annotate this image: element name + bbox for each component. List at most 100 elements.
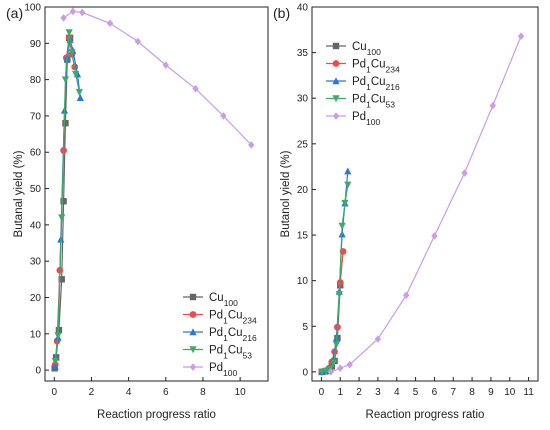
data-point xyxy=(72,70,80,78)
legend-marker xyxy=(189,293,197,301)
y-tick-label: 80 xyxy=(30,75,42,86)
data-point xyxy=(431,232,438,240)
legend-marker xyxy=(189,346,197,354)
x-tick-label: 8 xyxy=(469,387,475,398)
data-point xyxy=(327,368,335,376)
legend-marker xyxy=(189,311,197,318)
legend-marker xyxy=(332,112,340,120)
x-tick-label: 8 xyxy=(200,387,206,398)
data-point xyxy=(75,89,83,97)
legend-label: Pd1Cu53 xyxy=(352,94,395,110)
legend-label: Pd1Cu234 xyxy=(209,310,257,326)
legend-marker xyxy=(332,42,340,50)
legend-marker xyxy=(332,95,340,103)
data-point xyxy=(134,37,142,46)
data-point xyxy=(106,19,114,28)
data-point xyxy=(517,32,525,40)
series-line xyxy=(54,32,80,362)
x-tick-label: 3 xyxy=(375,387,381,398)
data-point xyxy=(330,359,338,367)
series-line xyxy=(63,10,252,146)
plot-frame xyxy=(44,6,269,382)
legend-label: Pd100 xyxy=(209,362,238,378)
data-point xyxy=(318,368,326,376)
data-point xyxy=(337,364,344,373)
data-point xyxy=(332,341,341,349)
data-point xyxy=(192,84,199,93)
data-point xyxy=(344,167,352,175)
y-tick-label: 90 xyxy=(30,39,42,50)
data-point xyxy=(60,14,67,22)
legend-label: Pd1Cu216 xyxy=(352,76,400,92)
data-point xyxy=(78,8,86,17)
legend-marker xyxy=(189,328,197,336)
legend-label: Cu100 xyxy=(209,292,238,308)
data-point xyxy=(65,29,73,37)
x-tick-label: 9 xyxy=(488,387,494,398)
y-tick-label: 15 xyxy=(297,231,309,242)
data-point xyxy=(62,119,69,127)
y-tick-label: 40 xyxy=(297,3,309,14)
x-tick-label: 0 xyxy=(52,387,58,398)
x-tick-label: 10 xyxy=(504,387,516,398)
data-point xyxy=(461,169,468,177)
series-4 xyxy=(318,181,352,376)
data-point xyxy=(58,276,65,283)
y-tick-label: 50 xyxy=(30,184,42,195)
panel-label: (b) xyxy=(273,5,290,21)
data-point xyxy=(489,101,496,110)
data-point xyxy=(346,360,353,369)
series-5 xyxy=(327,32,525,376)
data-point xyxy=(68,49,76,57)
x-tick-label: 4 xyxy=(126,387,132,398)
y-tick-label: 30 xyxy=(297,94,309,105)
y-axis-title: Butanol yield (%) xyxy=(280,150,292,237)
x-tick-label: 0 xyxy=(319,387,325,398)
data-point xyxy=(402,291,410,300)
x-tick-label: 1 xyxy=(337,387,343,398)
legend-label: Pd1Cu234 xyxy=(352,59,400,75)
y-tick-label: 25 xyxy=(297,139,309,150)
y-tick-label: 100 xyxy=(24,3,41,14)
chart-panel-2: 0 1 2 3 4 5 6 7 8 9 10 11 0 5 10 15 20 25 30 35 40 Reaction p… xyxy=(273,3,539,421)
y-tick-label: 30 xyxy=(30,257,42,268)
data-point xyxy=(248,141,255,149)
data-point xyxy=(54,332,62,340)
data-point xyxy=(58,214,66,222)
series-5 xyxy=(60,7,255,149)
data-point xyxy=(341,199,349,207)
data-point xyxy=(51,357,59,365)
legend-marker xyxy=(189,363,197,371)
y-tick-label: 0 xyxy=(302,367,308,378)
x-tick-label: 6 xyxy=(163,387,169,398)
series-3 xyxy=(51,35,84,370)
legend-marker xyxy=(332,60,340,67)
legend-marker xyxy=(332,77,340,85)
series-4 xyxy=(51,29,83,365)
x-tick-label: 10 xyxy=(235,387,247,398)
x-tick-label: 2 xyxy=(356,387,362,398)
data-point xyxy=(61,76,70,84)
y-axis-title: Butanal yield (%) xyxy=(13,150,25,237)
legend-label: Pd100 xyxy=(352,111,381,127)
y-tick-label: 0 xyxy=(35,366,41,377)
data-point xyxy=(335,291,343,299)
x-tick-label: 7 xyxy=(450,387,456,398)
data-point xyxy=(51,362,59,370)
y-tick-label: 20 xyxy=(30,293,42,304)
x-tick-label: 5 xyxy=(413,387,419,398)
y-tick-label: 70 xyxy=(30,111,42,122)
data-point xyxy=(374,335,382,343)
data-point xyxy=(220,112,227,120)
data-point xyxy=(338,222,346,230)
x-axis-title: Reaction progress ratio xyxy=(97,409,216,421)
y-tick-label: 10 xyxy=(30,329,42,340)
y-tick-label: 20 xyxy=(297,185,309,196)
legend-label: Pd1Cu53 xyxy=(209,345,252,361)
data-point xyxy=(55,326,63,334)
data-point xyxy=(322,367,330,375)
x-axis-title: Reaction progress ratio xyxy=(366,409,485,421)
